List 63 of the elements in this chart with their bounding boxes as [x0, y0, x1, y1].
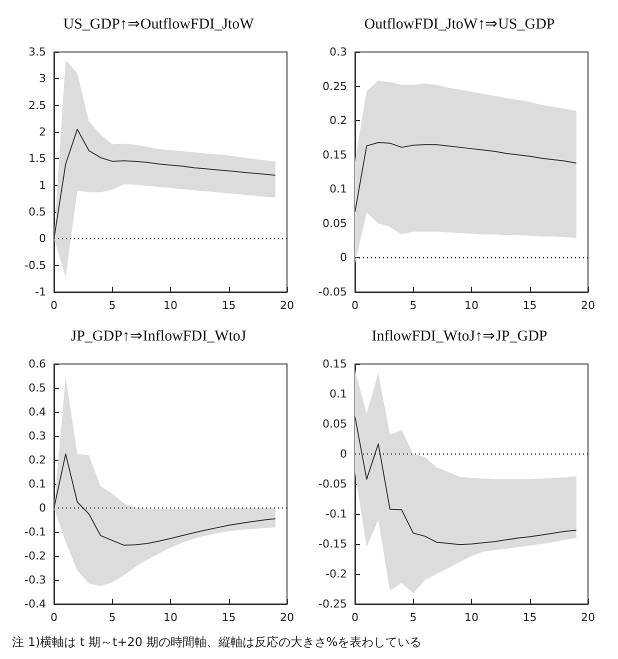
y-tick-label: 2.5 — [28, 98, 46, 112]
x-tick-label: 20 — [581, 611, 595, 624]
y-tick-label: 3 — [39, 72, 46, 86]
chart-title: JP_GDP↑⇒InflowFDI_WtoJ — [70, 328, 246, 344]
y-tick-label: -1 — [35, 286, 46, 298]
y-tick-label: 0.1 — [330, 182, 347, 196]
y-tick-label: -0.1 — [24, 526, 46, 538]
chart-title: InflowFDI_WtoJ↑⇒JP_GDP — [372, 328, 548, 344]
chart-title: US_GDP↑⇒OutflowFDI_JtoW — [63, 16, 255, 32]
y-tick-label: 0 — [39, 502, 46, 514]
x-tick-label: 0 — [352, 611, 358, 624]
y-tick-label: 3.5 — [28, 46, 46, 58]
x-tick-label: 10 — [164, 611, 178, 624]
y-tick-label: 0.05 — [322, 418, 347, 430]
x-tick-label: 5 — [108, 299, 116, 312]
x-tick-label: 5 — [108, 611, 116, 624]
x-tick-label: 10 — [464, 299, 478, 312]
y-tick-label: -0.3 — [24, 574, 46, 586]
y-tick-label: 0.3 — [28, 430, 46, 442]
chart-title: OutflowFDI_JtoW↑⇒US_GDP — [364, 16, 555, 32]
y-tick-label: 0.05 — [322, 216, 347, 230]
x-tick-label: 20 — [280, 611, 294, 624]
x-tick-label: 15 — [222, 611, 236, 624]
x-tick-label: 15 — [222, 299, 236, 312]
x-tick-label: 0 — [50, 611, 58, 624]
y-tick-label: -0.15 — [318, 538, 347, 550]
y-tick-label: 1 — [39, 178, 46, 192]
y-tick-label: -0.5 — [24, 258, 46, 272]
x-tick-label: 20 — [280, 299, 294, 312]
y-tick-label: 0.6 — [28, 358, 46, 370]
y-tick-label: 0.2 — [28, 454, 46, 466]
y-tick-label: 1.5 — [28, 152, 46, 166]
y-tick-label: -0.25 — [318, 598, 347, 610]
y-tick-label: -0.1 — [326, 508, 347, 520]
y-tick-label: 0.25 — [322, 80, 347, 93]
y-tick-label: 0.15 — [322, 148, 347, 162]
y-tick-label: 0.4 — [28, 406, 46, 418]
y-tick-label: 0.1 — [28, 478, 46, 490]
x-tick-label: 15 — [522, 611, 537, 624]
x-tick-label: 0 — [50, 299, 58, 312]
y-tick-label: 0.3 — [330, 46, 347, 58]
y-tick-label: 0.5 — [28, 206, 46, 218]
x-tick-label: 15 — [522, 299, 537, 312]
text: 注 1)横軸は t 期～t+20 期の時間軸、縦軸は反応の大きさ%を表わしている — [11, 634, 423, 651]
x-tick-label: 20 — [581, 299, 595, 312]
x-tick-label: 0 — [352, 299, 358, 312]
y-tick-label: -0.2 — [326, 568, 347, 580]
y-tick-label: 2 — [39, 126, 46, 138]
x-tick-label: 10 — [464, 611, 478, 624]
y-tick-label: 0 — [39, 232, 46, 246]
y-tick-label: 0.15 — [322, 358, 347, 370]
x-tick-label: 5 — [410, 299, 417, 312]
y-tick-label: -0.05 — [318, 478, 347, 490]
y-tick-label: 0.1 — [330, 388, 347, 400]
y-tick-label: 0 — [340, 251, 347, 264]
x-tick-label: 5 — [410, 611, 417, 624]
y-tick-label: -0.4 — [24, 598, 46, 610]
y-tick-label: -0.05 — [318, 286, 347, 298]
y-tick-label: 0.2 — [330, 114, 347, 128]
y-tick-label: 0 — [340, 448, 347, 460]
x-tick-label: 10 — [164, 299, 178, 312]
y-tick-label: 0.5 — [28, 382, 46, 394]
y-tick-label: -0.2 — [24, 550, 46, 562]
